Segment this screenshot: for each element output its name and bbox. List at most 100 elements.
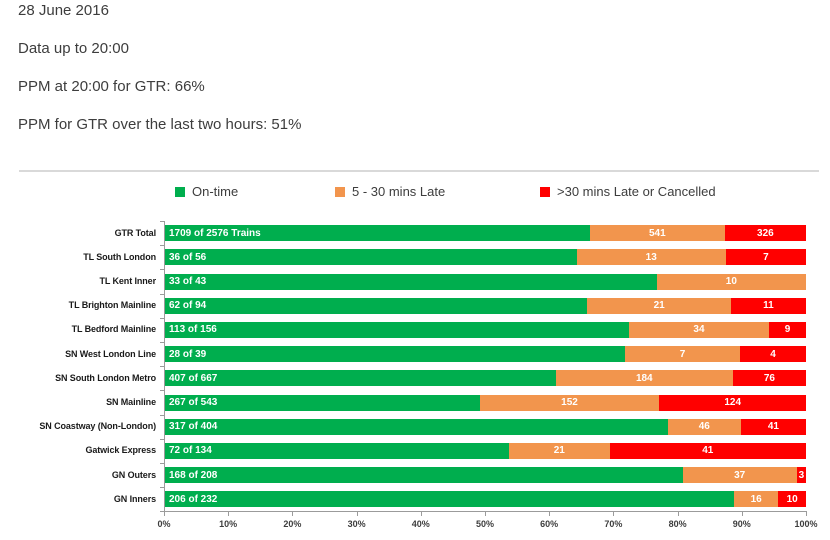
segment-on-time-value: 113 of 156 <box>169 324 217 336</box>
bar-row: 267 of 543 152 124 <box>164 394 806 411</box>
segment-on-time: 72 of 134 <box>164 442 509 459</box>
category-axis-tick <box>160 390 164 392</box>
value-axis-tick <box>806 512 807 517</box>
segment-late: 34 <box>629 321 769 338</box>
segment-late: 37 <box>682 467 797 484</box>
value-axis-tick <box>741 512 743 517</box>
segment-very-late-value: 3 <box>798 469 805 481</box>
segment-late-value: 34 <box>693 324 705 336</box>
segment-very-late-value: 76 <box>763 372 775 384</box>
category-label: Gatwick Express <box>85 445 156 456</box>
value-axis-label: 60% <box>540 519 559 530</box>
category-axis-tick <box>160 269 164 271</box>
segment-very-late: 4 <box>740 346 806 363</box>
segment-late-value: 152 <box>561 397 578 408</box>
chart-legend: On-time 5 - 30 mins Late >30 mins Late or … <box>0 184 830 202</box>
category-axis-tick <box>160 487 164 489</box>
bar-row: 1709 of 2576 Trains 541 326 <box>164 225 806 242</box>
value-axis-tick <box>677 512 679 517</box>
segment-very-late-value: 41 <box>767 421 779 433</box>
segment-very-late-value: 10 <box>786 493 798 505</box>
value-axis-label: 80% <box>668 519 687 530</box>
legend-color-swatch <box>335 186 345 197</box>
bar-row: 407 of 667 184 76 <box>164 370 806 387</box>
legend-label: 5 - 30 mins Late <box>352 184 446 199</box>
ppm-two-hours-text: PPM for GTR over the last two hours: 51% <box>18 116 302 133</box>
category-axis-tick <box>160 293 164 295</box>
category-axis-tick <box>160 317 164 319</box>
category-axis-tick <box>160 463 164 464</box>
legend-label: On-time <box>192 184 239 199</box>
segment-on-time: 113 of 156 <box>164 321 630 338</box>
bar-row: 206 of 232 16 10 <box>164 491 806 508</box>
segment-late-value: 184 <box>635 372 653 384</box>
value-axis-line <box>164 511 807 513</box>
bar-row: 36 of 56 13 7 <box>164 249 806 266</box>
value-axis-label: 100% <box>794 519 818 530</box>
value-axis-label: 40% <box>411 519 430 530</box>
segment-late-value: 13 <box>645 251 657 263</box>
segment-very-late: 41 <box>609 442 806 459</box>
value-axis-tick <box>164 512 165 517</box>
segment-very-late: 3 <box>796 467 806 484</box>
category-label: GTR Total <box>114 227 157 238</box>
segment-late: 10 <box>656 273 806 290</box>
legend-color-swatch <box>175 186 185 197</box>
segment-late: 21 <box>587 297 731 314</box>
segment-on-time-value: 36 of 56 <box>169 251 207 263</box>
category-label: SN Coastway (Non-London) <box>39 421 156 432</box>
category-axis-tick <box>160 342 164 343</box>
segment-late-value: 21 <box>653 300 665 312</box>
legend-item: On-time <box>175 184 238 199</box>
value-axis-tick <box>485 512 486 517</box>
bar-row: 317 of 404 46 41 <box>164 418 806 435</box>
segment-very-late: 76 <box>732 370 806 387</box>
bar-row: 33 of 43 10 <box>164 273 806 290</box>
segment-very-late: 10 <box>778 491 806 508</box>
segment-on-time: 168 of 208 <box>164 467 683 484</box>
category-label: SN West London Line <box>65 348 156 359</box>
value-axis-label: 0% <box>157 519 171 530</box>
category-axis-line <box>164 221 165 512</box>
segment-on-time: 62 of 94 <box>164 297 588 314</box>
category-axis-tick <box>160 414 164 416</box>
value-axis-tick <box>613 512 615 517</box>
segment-on-time-value: 62 of 94 <box>169 300 207 312</box>
segment-very-late-value: 9 <box>784 324 791 336</box>
category-axis-tick <box>160 438 164 440</box>
segment-late: 16 <box>734 491 779 508</box>
value-axis-label: 70% <box>604 519 623 530</box>
category-label: TL Bedford Mainline <box>71 324 157 335</box>
segment-on-time-value: 1709 of 2576 Trains <box>169 227 261 239</box>
segment-on-time: 1709 of 2576 Trains <box>164 225 590 242</box>
legend-color-swatch <box>540 186 550 197</box>
segment-on-time: 407 of 667 <box>164 370 556 387</box>
value-axis-tick <box>420 512 422 517</box>
ppm-current-text: PPM at 20:00 for GTR: 66% <box>18 78 205 95</box>
category-axis-tick <box>160 511 164 513</box>
segment-on-time-value: 317 of 404 <box>169 421 218 433</box>
value-axis-label: 10% <box>219 519 238 530</box>
segment-on-time: 206 of 232 <box>164 491 735 508</box>
category-label: TL Brighton Mainline <box>68 300 156 311</box>
segment-late-value: 10 <box>725 276 737 287</box>
segment-late: 152 <box>479 394 660 411</box>
bar-row: 113 of 156 34 9 <box>164 321 806 338</box>
legend-item: >30 mins Late or Cancelled <box>540 184 716 199</box>
segment-on-time: 28 of 39 <box>164 346 625 363</box>
segment-very-late: 11 <box>730 297 806 314</box>
segment-on-time-value: 407 of 667 <box>169 372 218 384</box>
segment-very-late: 326 <box>724 225 806 242</box>
category-axis-tick <box>160 221 164 222</box>
segment-late-value: 37 <box>734 469 746 481</box>
value-axis-tick <box>549 512 551 517</box>
category-label: GN Outers <box>111 469 156 480</box>
segment-on-time-value: 168 of 208 <box>169 469 218 481</box>
value-axis-tick <box>228 512 230 517</box>
segment-on-time: 33 of 43 <box>164 273 657 290</box>
segment-late: 13 <box>576 249 726 266</box>
segment-on-time: 267 of 543 <box>164 394 480 411</box>
segment-late: 541 <box>589 225 725 242</box>
segment-on-time: 36 of 56 <box>164 249 577 266</box>
